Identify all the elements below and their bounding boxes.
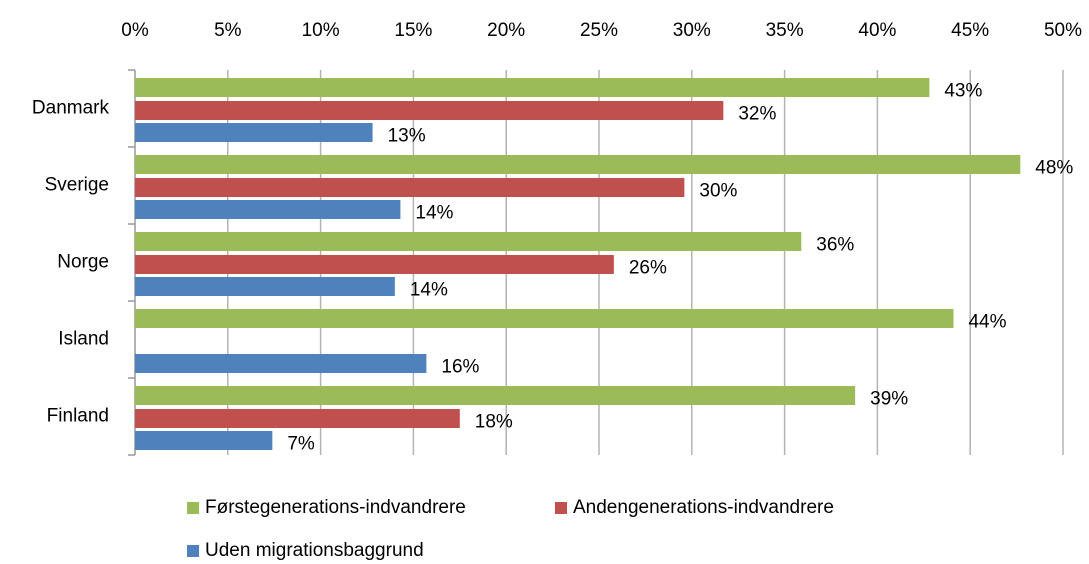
x-tick-label: 30% xyxy=(673,20,711,41)
value-label: 32% xyxy=(738,104,776,125)
value-label: 26% xyxy=(629,258,667,279)
bar xyxy=(135,354,427,373)
bar xyxy=(135,178,685,197)
y-tick-label: Island xyxy=(58,329,109,350)
value-label: 16% xyxy=(441,357,479,378)
y-tick-label: Danmark xyxy=(32,98,110,119)
value-label: 7% xyxy=(287,434,315,455)
x-tick-label: 10% xyxy=(302,20,340,41)
y-tick-label: Sverige xyxy=(45,175,109,196)
bar xyxy=(135,386,856,405)
value-label: 13% xyxy=(388,126,426,147)
legend-label: Førstegenerations-indvandrere xyxy=(205,497,466,518)
bar xyxy=(135,78,930,97)
x-tick-label: 35% xyxy=(766,20,804,41)
x-tick-label: 5% xyxy=(214,20,242,41)
value-label: 30% xyxy=(699,181,737,202)
bar xyxy=(135,277,395,296)
y-tick-label: Finland xyxy=(47,406,109,427)
bar xyxy=(135,155,1021,174)
x-tick-label: 45% xyxy=(951,20,989,41)
value-label: 14% xyxy=(415,203,453,224)
bar xyxy=(135,309,954,328)
bar xyxy=(135,101,724,120)
x-tick-label: 20% xyxy=(487,20,525,41)
legend-swatch xyxy=(187,502,199,514)
value-label: 44% xyxy=(968,312,1006,333)
y-tick-label: Norge xyxy=(57,252,109,273)
bar xyxy=(135,123,373,142)
bar xyxy=(135,255,614,274)
x-tick-label: 40% xyxy=(858,20,896,41)
value-label: 48% xyxy=(1035,158,1073,179)
legend-label: Uden migrationsbaggrund xyxy=(205,540,424,561)
value-label: 18% xyxy=(475,412,513,433)
value-label: 36% xyxy=(816,235,854,256)
x-tick-label: 50% xyxy=(1044,20,1082,41)
bar xyxy=(135,409,460,428)
legend-label: Andengenerations-indvandrere xyxy=(573,497,834,518)
bar xyxy=(135,200,401,219)
value-label: 39% xyxy=(870,389,908,410)
bar xyxy=(135,232,802,251)
legend-swatch xyxy=(555,502,567,514)
legend-swatch xyxy=(187,545,199,557)
x-tick-label: 25% xyxy=(580,20,618,41)
x-tick-label: 0% xyxy=(121,20,149,41)
value-label: 43% xyxy=(944,81,982,102)
bar xyxy=(135,431,273,450)
x-tick-label: 15% xyxy=(394,20,432,41)
value-label: 14% xyxy=(410,280,448,301)
